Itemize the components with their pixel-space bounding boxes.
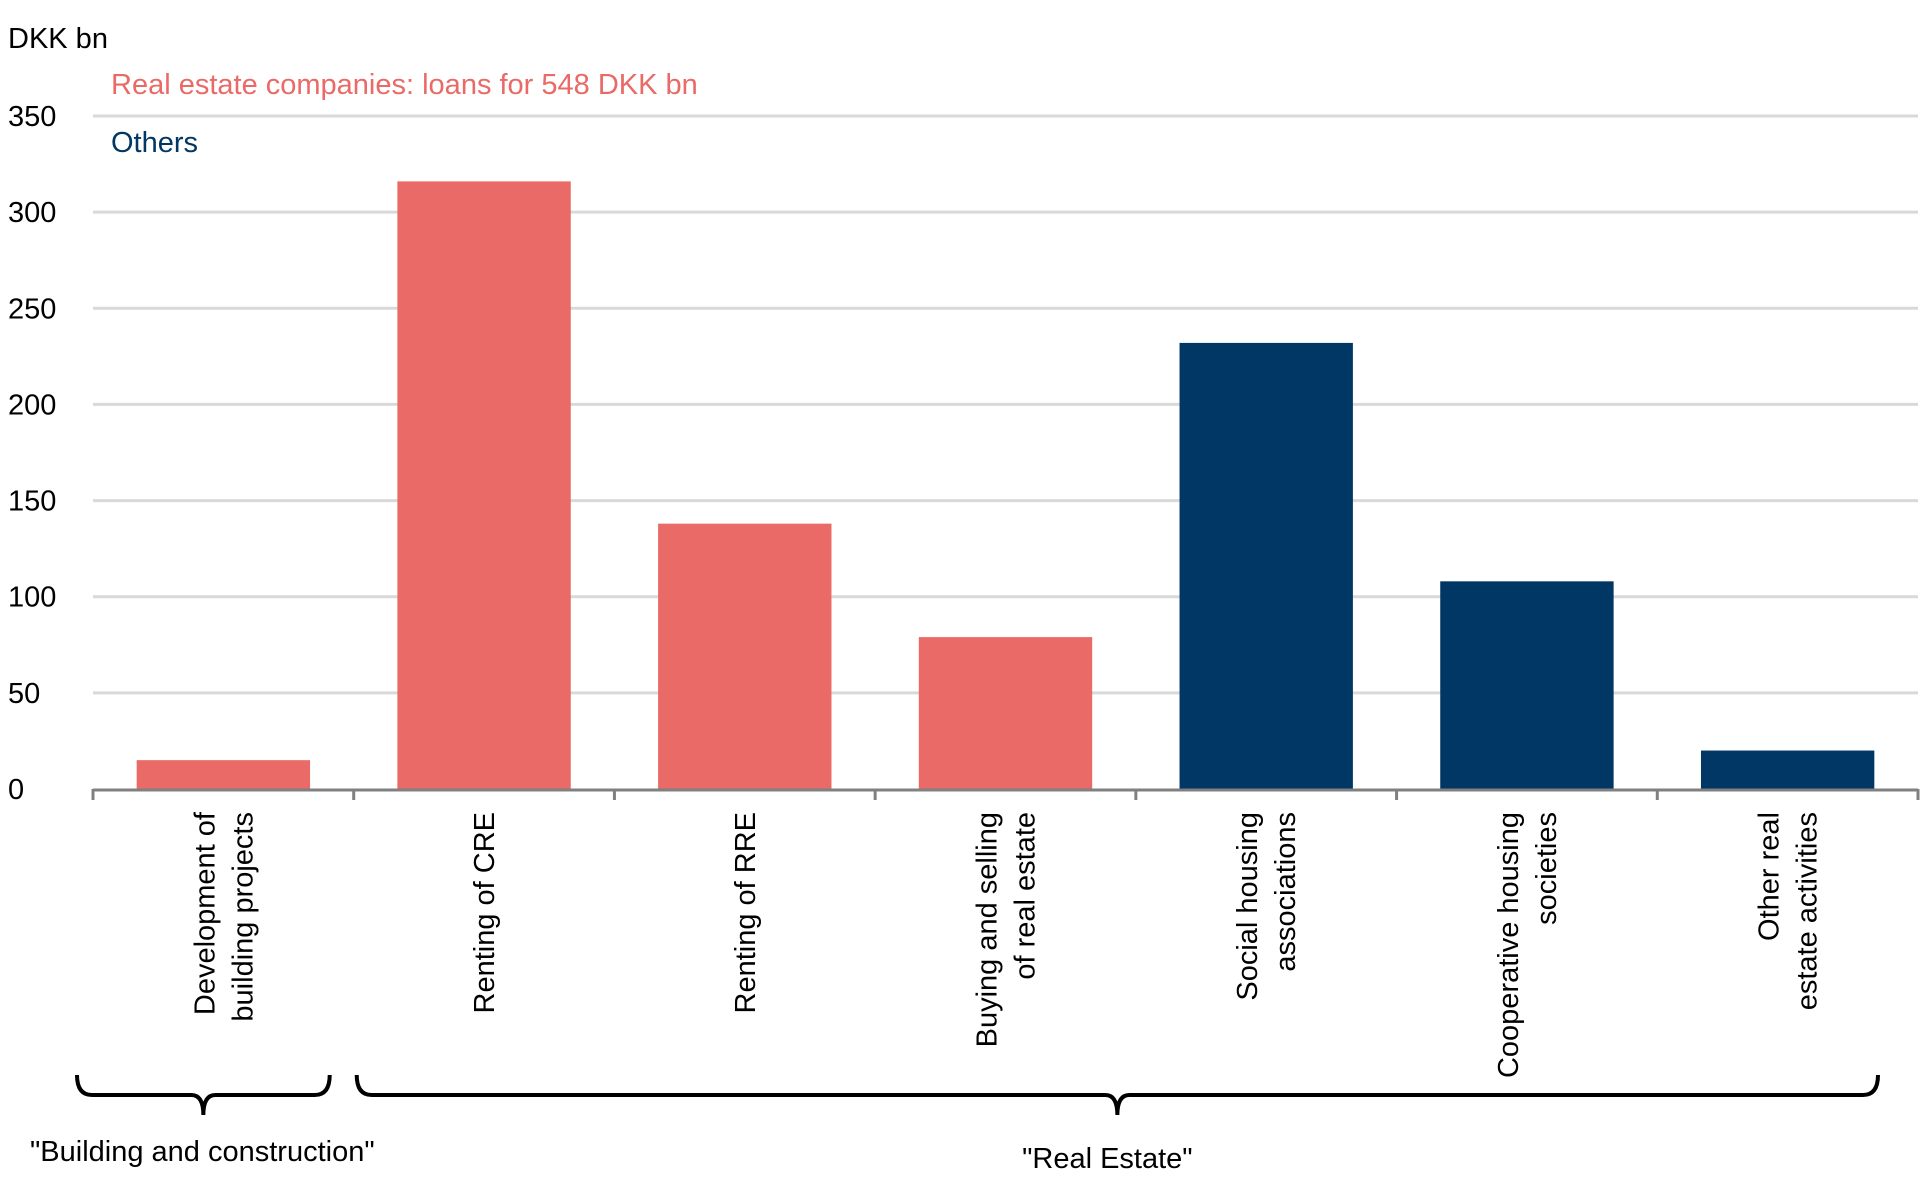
bar <box>658 523 832 789</box>
y-axis-label: DKK bn <box>8 23 108 55</box>
gridlines <box>93 114 1918 695</box>
group-label: "Building and construction" <box>30 1136 375 1168</box>
x-tick-label: Renting of RRE <box>730 812 762 1014</box>
y-tick-label: 100 <box>8 582 56 614</box>
x-axis <box>91 788 1920 800</box>
group-brace <box>75 1074 332 1116</box>
group-label: "Real Estate" <box>1022 1143 1193 1175</box>
x-tick-label: Renting of CRE <box>469 812 501 1014</box>
y-tick-label: 250 <box>8 293 56 325</box>
bar <box>1440 581 1614 789</box>
legend-entry-others: Others <box>111 127 198 159</box>
bar <box>1700 750 1875 789</box>
bar <box>397 181 571 789</box>
y-tick-label: 200 <box>8 389 56 421</box>
bar <box>136 760 311 789</box>
group-brace <box>354 1074 1880 1116</box>
y-tick-label: 50 <box>8 678 40 710</box>
x-tick-label: Development of building projects <box>189 811 259 1022</box>
bar <box>918 637 1093 789</box>
y-tick-label: 350 <box>8 101 56 133</box>
y-tick-label: 300 <box>8 197 56 229</box>
x-tick-label: Other real estate activities <box>1754 812 1824 1010</box>
bar <box>1179 342 1353 789</box>
x-tick-label: Social housing associations <box>1232 812 1302 1001</box>
y-tick-label: 0 <box>8 774 24 806</box>
x-tick-label: Buying and selling of real estate <box>972 812 1042 1047</box>
x-tick-label: Cooperative housing societies <box>1493 812 1563 1078</box>
legend: Real estate companies: loans for 548 DKK… <box>111 69 698 159</box>
x-tick-labels: Development of building projects Renting o… <box>189 811 1823 1078</box>
y-axis: 0 50 100 150 200 250 300 350 <box>8 101 56 806</box>
category-groups: "Building and construction" "Real Estate" <box>30 1074 1880 1175</box>
y-tick-label: 150 <box>8 486 56 518</box>
legend-entry-real-estate-companies: Real estate companies: loans for 548 DKK… <box>111 69 698 101</box>
bars <box>136 181 1875 789</box>
